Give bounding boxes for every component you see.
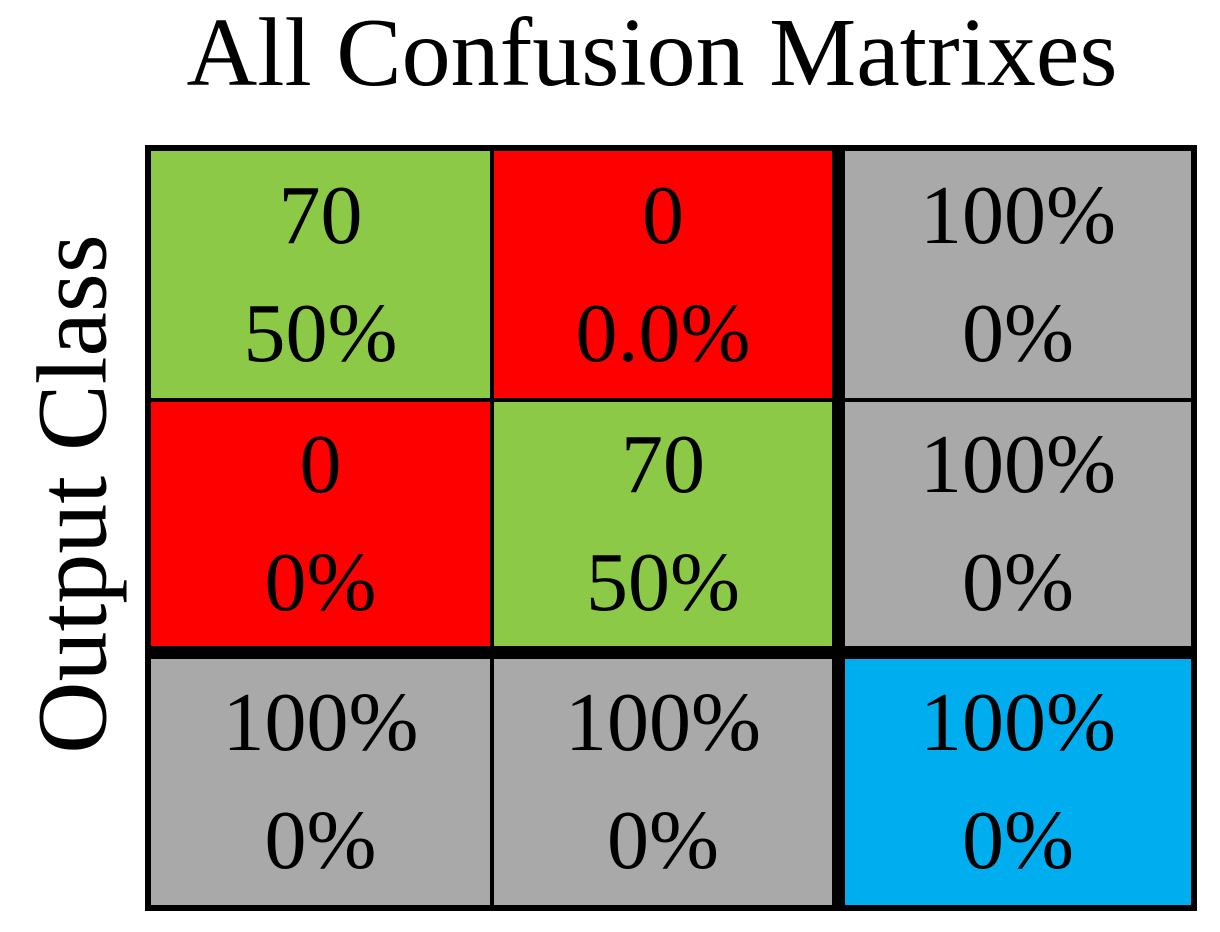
matrix-cell-r2c2: 70 50% [494,402,832,646]
matrix-cell-r1c3: 100% 0% [845,151,1191,398]
cell-percent-top: 100% [222,676,419,769]
cell-percent-bottom: 0% [962,286,1074,380]
cell-count: 70 [278,168,363,262]
matrix-cell-r1c1: 70 50% [151,151,490,398]
matrix-cell-r2c3: 100% 0% [845,402,1191,646]
matrix-cell-r3c1: 100% 0% [151,659,490,905]
cell-count: 0 [642,168,684,262]
cell-percent: 50% [243,286,398,380]
cell-percent-bottom: 0% [962,794,1074,887]
confusion-matrix-grid: 70 50% 0 0.0% 100% 0% 0 0% 70 50% 100% 0… [145,145,1197,911]
cell-count: 70 [621,418,705,511]
cell-percent: 0% [264,536,377,629]
cell-percent-top: 100% [920,676,1116,769]
cell-percent-top: 100% [565,676,761,769]
cell-percent-bottom: 0% [264,794,377,887]
chart-title: All Confusion Matrixes [186,0,1118,107]
cell-percent-bottom: 0% [607,794,719,887]
y-axis-label: Output Class [16,234,128,754]
matrix-cell-r1c2: 0 0.0% [494,151,832,398]
cell-percent-top: 100% [920,418,1116,511]
cell-percent-bottom: 0% [962,536,1074,629]
matrix-cell-r2c1: 0 0% [151,402,490,646]
matrix-cell-r3c3: 100% 0% [845,659,1191,905]
cell-percent: 50% [586,536,740,629]
cell-percent: 0.0% [575,286,751,380]
matrix-cell-r3c2: 100% 0% [494,659,832,905]
cell-count: 0 [299,418,342,511]
cell-percent-top: 100% [920,168,1116,262]
